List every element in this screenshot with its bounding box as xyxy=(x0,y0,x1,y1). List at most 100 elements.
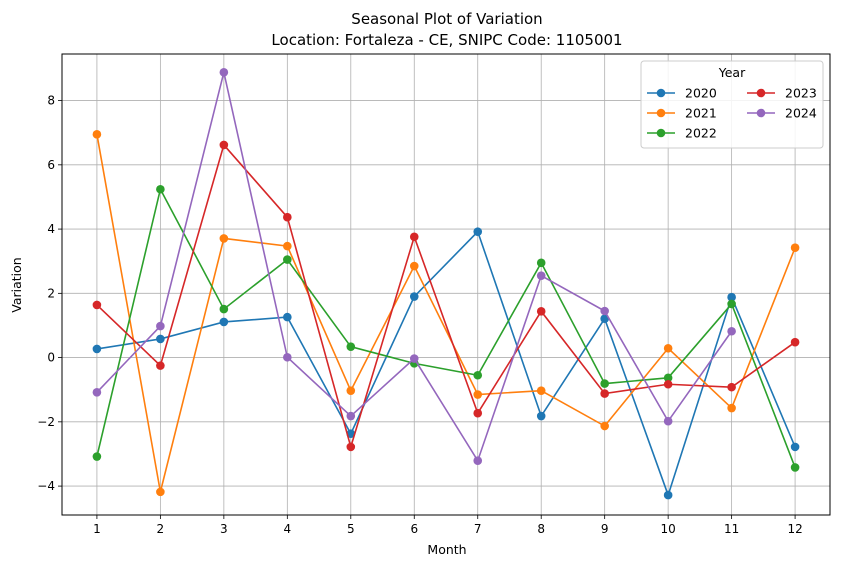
data-point xyxy=(409,232,419,242)
legend-box xyxy=(640,60,824,149)
data-point xyxy=(346,386,356,395)
data-point xyxy=(727,326,736,336)
data-point xyxy=(346,429,356,439)
data-point xyxy=(346,342,356,351)
x-tick-label: 8 xyxy=(537,522,545,536)
data-point xyxy=(283,255,292,264)
data-point xyxy=(92,452,102,461)
y-tick-label: −2 xyxy=(37,415,55,429)
chart-title: Seasonal Plot of Variation xyxy=(351,10,542,28)
legend-label: 2020 xyxy=(685,86,717,101)
legend-marker xyxy=(656,128,666,138)
data-point xyxy=(283,241,292,251)
data-point xyxy=(156,334,165,344)
data-point xyxy=(92,130,102,139)
data-point xyxy=(283,352,292,362)
legend-label: 2024 xyxy=(785,106,817,121)
data-point xyxy=(727,382,736,392)
x-tick-label: 3 xyxy=(220,522,228,536)
data-point xyxy=(727,299,736,309)
data-point xyxy=(156,361,165,370)
data-point xyxy=(663,373,673,383)
data-point xyxy=(727,403,736,413)
legend-item-2021: 2021 xyxy=(647,106,717,121)
legend-label: 2021 xyxy=(685,106,717,121)
x-tick-label: 10 xyxy=(661,522,676,536)
data-point xyxy=(600,314,609,324)
data-point xyxy=(346,442,356,452)
data-point xyxy=(790,337,800,347)
x-tick-label: 5 xyxy=(347,522,355,536)
series-2023 xyxy=(92,140,800,452)
data-point xyxy=(536,307,546,316)
x-tick-label: 6 xyxy=(410,522,418,536)
legend-marker xyxy=(656,108,666,118)
data-point xyxy=(156,321,165,331)
series-line-2021 xyxy=(96,134,796,493)
plot-frame xyxy=(61,53,831,516)
data-point xyxy=(219,68,229,77)
x-tick-label: 4 xyxy=(284,522,292,536)
data-point xyxy=(790,442,800,452)
legend-marker xyxy=(756,108,766,118)
series-layer xyxy=(92,68,800,500)
legend-item-2022: 2022 xyxy=(647,126,717,141)
data-point xyxy=(536,411,546,421)
data-point xyxy=(727,292,736,302)
data-point xyxy=(536,386,546,395)
data-point xyxy=(283,212,292,222)
legend-marker xyxy=(756,88,766,98)
data-point xyxy=(219,140,229,150)
x-axis-label: Month xyxy=(427,542,466,557)
y-tick-label: −4 xyxy=(37,479,55,493)
data-point xyxy=(663,490,673,500)
series-2021 xyxy=(92,130,800,497)
data-point xyxy=(536,271,546,280)
data-point xyxy=(409,354,419,363)
y-tick-label: 4 xyxy=(47,222,55,236)
data-point xyxy=(219,234,229,243)
legend-label: 2023 xyxy=(785,86,817,101)
x-tick-label: 9 xyxy=(601,522,609,536)
data-point xyxy=(283,312,292,322)
data-point xyxy=(409,292,419,301)
legend-label: 2022 xyxy=(685,126,717,141)
legend-marker xyxy=(656,88,666,98)
data-point xyxy=(473,370,483,380)
y-tick-label: 6 xyxy=(47,158,55,172)
data-point xyxy=(346,411,356,421)
data-point xyxy=(600,389,609,398)
x-tick-label: 11 xyxy=(724,522,739,536)
x-tick-label: 2 xyxy=(157,522,165,536)
data-point xyxy=(473,227,483,236)
data-point xyxy=(600,421,609,431)
data-point xyxy=(536,258,546,268)
data-point xyxy=(473,408,483,418)
x-tick-label: 12 xyxy=(787,522,802,536)
data-point xyxy=(790,243,800,253)
data-point xyxy=(92,300,102,310)
data-point xyxy=(219,304,229,314)
data-point xyxy=(663,379,673,389)
series-2024 xyxy=(92,68,736,466)
data-point xyxy=(663,343,673,353)
x-tick-label: 7 xyxy=(474,522,482,536)
data-point xyxy=(156,487,165,497)
x-tick-label: 1 xyxy=(93,522,101,536)
data-point xyxy=(663,416,673,426)
y-tick-label: 0 xyxy=(47,351,55,365)
chart-subtitle: Location: Fortaleza - CE, SNIPC Code: 11… xyxy=(271,31,622,49)
data-point xyxy=(473,390,483,399)
legend-title: Year xyxy=(718,65,746,80)
y-axis-label: Variation xyxy=(9,257,24,312)
series-line-2023 xyxy=(96,143,796,450)
y-tick-label: 8 xyxy=(47,94,55,108)
data-point xyxy=(219,317,229,327)
data-point xyxy=(600,306,609,316)
data-point xyxy=(600,379,609,388)
legend-item-2023: 2023 xyxy=(747,86,817,101)
data-point xyxy=(790,463,800,472)
